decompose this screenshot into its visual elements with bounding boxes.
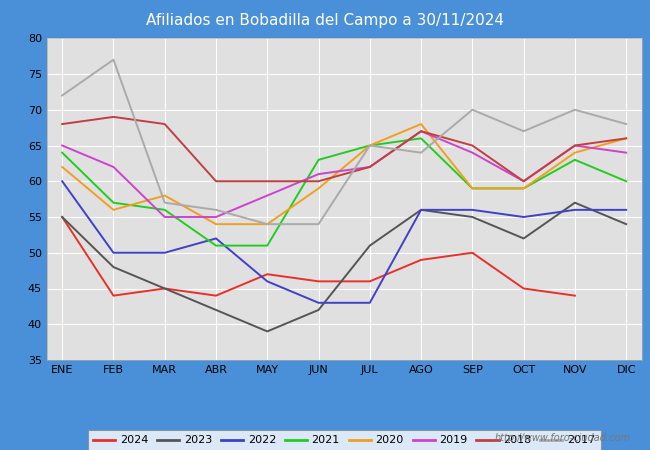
Text: Afiliados en Bobadilla del Campo a 30/11/2024: Afiliados en Bobadilla del Campo a 30/11… (146, 13, 504, 28)
Text: http://www.foro-ciudad.com: http://www.foro-ciudad.com (495, 433, 630, 443)
Legend: 2024, 2023, 2022, 2021, 2020, 2019, 2018, 2017: 2024, 2023, 2022, 2021, 2020, 2019, 2018… (88, 430, 601, 450)
